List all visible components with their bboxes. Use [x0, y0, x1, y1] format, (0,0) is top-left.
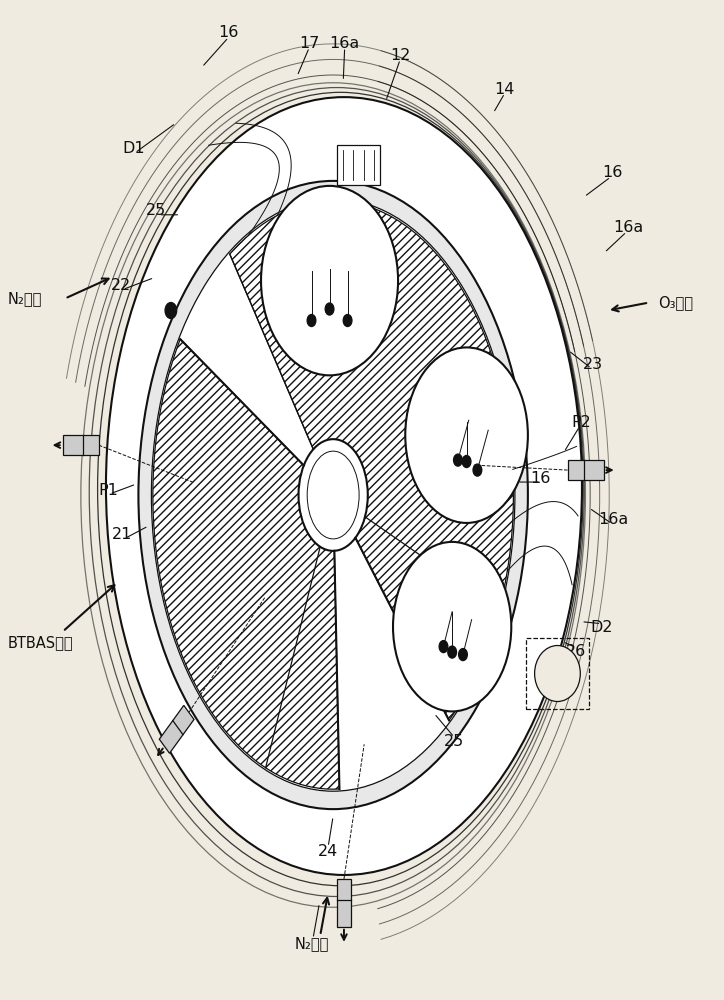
Ellipse shape: [393, 542, 511, 711]
Text: 16a: 16a: [329, 36, 360, 51]
Text: 23: 23: [583, 357, 603, 372]
Polygon shape: [159, 705, 194, 753]
Ellipse shape: [151, 199, 515, 791]
Circle shape: [473, 464, 481, 476]
Text: D2: D2: [590, 620, 613, 635]
Text: P1: P1: [98, 483, 118, 498]
Ellipse shape: [405, 347, 528, 523]
Circle shape: [454, 454, 462, 466]
Circle shape: [448, 646, 456, 658]
Circle shape: [325, 303, 334, 315]
Polygon shape: [63, 435, 98, 455]
Text: BTBAS气体: BTBAS气体: [7, 635, 73, 650]
Text: D1: D1: [122, 141, 145, 156]
Polygon shape: [337, 879, 351, 927]
Text: 14: 14: [494, 82, 515, 97]
Text: O₃气体: O₃气体: [657, 295, 693, 310]
Text: 12: 12: [390, 48, 411, 63]
Circle shape: [307, 315, 316, 326]
Circle shape: [458, 649, 467, 661]
Text: 17: 17: [299, 36, 319, 51]
Ellipse shape: [534, 646, 581, 702]
Circle shape: [343, 315, 352, 326]
Polygon shape: [230, 201, 513, 720]
Circle shape: [462, 456, 471, 467]
Text: 16a: 16a: [598, 512, 628, 527]
Text: 21: 21: [112, 527, 132, 542]
Text: 25: 25: [445, 734, 464, 749]
Text: 16: 16: [602, 165, 623, 180]
Polygon shape: [153, 339, 340, 789]
Ellipse shape: [261, 186, 398, 375]
Polygon shape: [568, 460, 604, 480]
Text: P2: P2: [571, 415, 591, 430]
Text: 22: 22: [111, 278, 131, 293]
Ellipse shape: [138, 181, 528, 809]
Text: 16: 16: [531, 471, 551, 486]
Text: N₂气体: N₂气体: [7, 291, 41, 306]
Text: 16: 16: [219, 25, 239, 40]
Text: 16a: 16a: [614, 220, 644, 235]
Polygon shape: [337, 145, 380, 185]
Text: N₂气体: N₂气体: [295, 936, 329, 951]
Text: 25: 25: [146, 203, 167, 218]
Circle shape: [165, 303, 177, 319]
Text: 24: 24: [318, 844, 338, 859]
Ellipse shape: [106, 97, 582, 875]
Text: 26: 26: [566, 644, 586, 659]
Circle shape: [439, 641, 448, 653]
Ellipse shape: [298, 439, 368, 551]
